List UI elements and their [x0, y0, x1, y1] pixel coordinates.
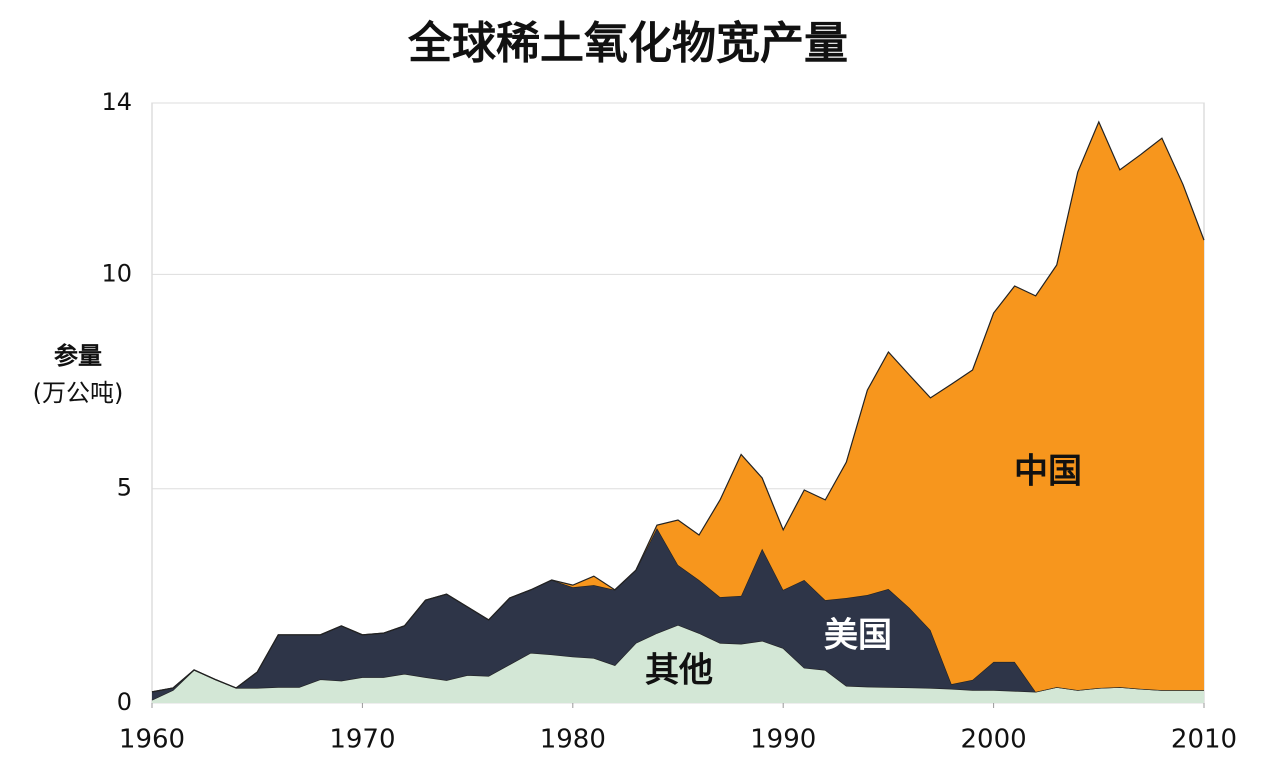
y-tick-label: 14	[101, 88, 132, 116]
y-axis-label: 参量	[54, 342, 102, 370]
area-outline	[151, 120, 1205, 693]
series-label: 中国	[1014, 452, 1082, 492]
x-tick-label: 1970	[329, 725, 395, 755]
y-tick-label: 0	[117, 688, 132, 716]
series-label: 其他	[645, 651, 713, 691]
y-axis-label: (万公吨)	[33, 379, 124, 407]
y-tick-label: 5	[117, 474, 132, 502]
chart-title: 全球稀土氧化物宽产量	[407, 18, 848, 69]
x-tick-label: 2000	[961, 725, 1027, 755]
x-tick-label: 1980	[540, 725, 606, 755]
area	[152, 121, 1204, 692]
x-tick-label: 2010	[1171, 725, 1237, 755]
x-tick-label: 1960	[119, 725, 185, 755]
y-tick-label: 10	[101, 259, 132, 287]
area	[152, 528, 1204, 700]
series-label: 美国	[824, 616, 892, 656]
x-tick-label: 1990	[750, 725, 816, 755]
area	[152, 625, 1204, 703]
